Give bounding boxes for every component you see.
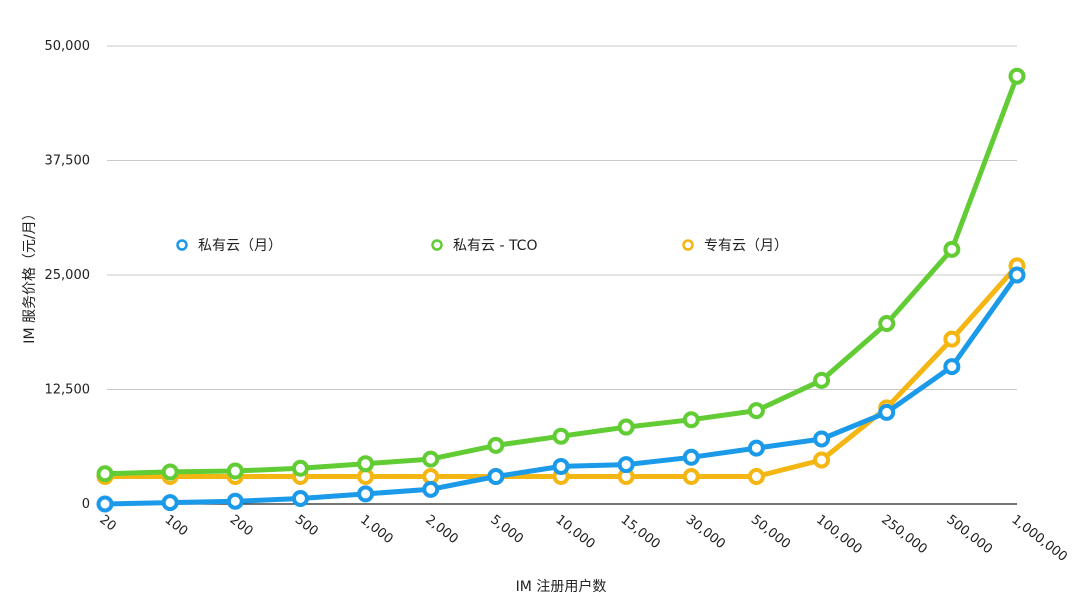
data-point: [878, 315, 896, 333]
data-point: [226, 492, 244, 510]
data-point: [813, 430, 831, 448]
data-point: [291, 490, 309, 508]
x-axis-tick-labels: 20 100 200 500 1,000 2,000 5,000 10,000 15,000 30…: [97, 512, 1070, 565]
x-tick-label: 20: [97, 512, 119, 534]
data-point: [552, 427, 570, 445]
data-point: [96, 495, 114, 513]
x-tick-label: 1,000,000: [1009, 512, 1070, 565]
y-tick-label: 0: [82, 497, 90, 512]
x-tick-label: 250,000: [878, 512, 930, 557]
y-axis-tick-labels: 0 12,500 25,000 37,500 50,000: [45, 39, 91, 512]
data-point: [487, 468, 505, 486]
data-point: [943, 330, 961, 348]
data-point: [357, 485, 375, 503]
data-point: [747, 439, 765, 457]
x-tick-label: 10,000: [553, 512, 598, 552]
x-tick-label: 2,000: [422, 512, 461, 547]
legend-marker: [431, 239, 443, 251]
x-tick-label: 500: [292, 512, 321, 539]
x-tick-label: 5,000: [487, 512, 526, 547]
legend-label: 私有云（月）: [198, 238, 282, 254]
legend: 私有云（月） 私有云 - TCO 专有云（月）: [176, 238, 788, 254]
legend-item: 私有云 - TCO: [431, 238, 537, 254]
data-point: [813, 451, 831, 469]
data-point: [96, 465, 114, 483]
y-axis-title: IM 服务价格（元/月）: [22, 206, 38, 343]
legend-item: 专有云（月）: [682, 238, 788, 254]
data-point: [682, 411, 700, 429]
data-point: [422, 480, 440, 498]
data-point: [291, 459, 309, 477]
x-tick-label: 1,000: [357, 512, 396, 547]
x-tick-label: 15,000: [618, 512, 663, 552]
legend-label: 专有云（月）: [704, 238, 788, 254]
x-tick-label: 50,000: [748, 512, 793, 552]
data-point: [617, 418, 635, 436]
x-tick-label: 100,000: [813, 512, 865, 557]
y-tick-label: 37,500: [45, 154, 91, 169]
data-point: [943, 240, 961, 258]
data-point: [161, 463, 179, 481]
data-point: [1008, 266, 1026, 284]
legend-item: 私有云（月）: [176, 238, 282, 254]
series-lines: [96, 67, 1026, 513]
data-point: [943, 358, 961, 376]
data-point: [747, 402, 765, 420]
x-axis-title: IM 注册用户数: [516, 578, 607, 595]
y-tick-label: 25,000: [45, 268, 91, 283]
data-point: [357, 455, 375, 473]
series-group: [96, 266, 1026, 513]
data-point: [682, 448, 700, 466]
data-point: [422, 450, 440, 468]
grid-lines: [107, 45, 1017, 505]
data-point: [617, 456, 635, 474]
data-point: [161, 494, 179, 512]
legend-label: 私有云 - TCO: [453, 238, 537, 254]
x-tick-label: 100: [162, 512, 191, 539]
x-tick-label: 200: [227, 512, 256, 539]
legend-marker: [682, 239, 694, 251]
data-point: [226, 462, 244, 480]
y-tick-label: 12,500: [45, 383, 91, 398]
data-point: [1008, 67, 1026, 85]
data-point: [552, 457, 570, 475]
legend-marker: [176, 239, 188, 251]
data-point: [487, 436, 505, 454]
data-point: [682, 468, 700, 486]
series-line: [102, 263, 1020, 479]
series-group: [96, 257, 1026, 486]
data-point: [878, 403, 896, 421]
data-point: [813, 371, 831, 389]
x-tick-label: 30,000: [683, 512, 728, 552]
x-tick-label: 500,000: [943, 512, 995, 557]
y-tick-label: 50,000: [45, 39, 91, 54]
series-group: [96, 67, 1026, 483]
data-point: [747, 468, 765, 486]
